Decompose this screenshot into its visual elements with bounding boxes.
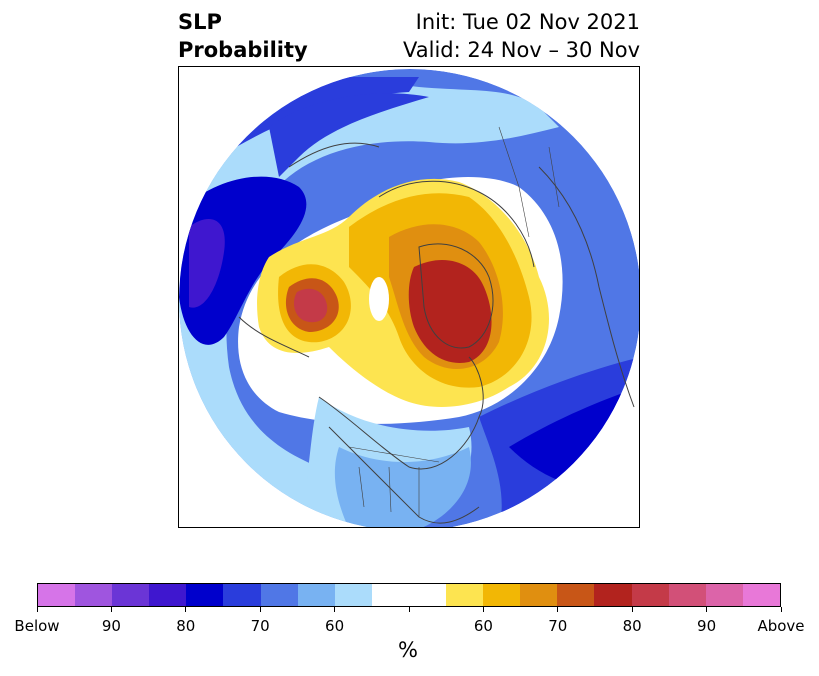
colorbar-tick (36, 607, 38, 612)
colorbar-tick (780, 607, 782, 612)
colorbar-cell (668, 584, 706, 606)
colorbar-unit: % (398, 638, 418, 662)
field-core-pacific (189, 219, 225, 308)
colorbar-tick (706, 607, 708, 612)
colorbar-cell (742, 584, 780, 606)
colorbar-cell (38, 584, 76, 606)
colorbar-cell (112, 584, 150, 606)
colorbar-tick-label: 80 (176, 617, 196, 635)
colorbar-cell (260, 584, 298, 606)
map-panel (178, 66, 640, 528)
colorbar-cell (75, 584, 113, 606)
colorbar-cell (705, 584, 743, 606)
colorbar-cell (223, 584, 261, 606)
colorbar-tick (259, 607, 261, 612)
colorbar-tick (185, 607, 187, 612)
field-pink-core (293, 288, 328, 323)
colorbar-tick-label: 60 (473, 617, 493, 635)
colorbar-tick (557, 607, 559, 612)
colorbar-cell (334, 584, 372, 606)
colorbar-tick-label: Above (757, 617, 805, 635)
shaded-field (179, 69, 639, 527)
chart-title: SLP Probability (178, 8, 308, 64)
valid-range: Valid: 24 Nov – 30 Nov (403, 38, 640, 62)
field-deep-blue-pacific (179, 176, 307, 345)
colorbar-cell (631, 584, 669, 606)
colorbar-cell (557, 584, 595, 606)
colorbar-tick-label: 70 (250, 617, 270, 635)
colorbar-cell (594, 584, 632, 606)
coastlines (238, 142, 635, 524)
colorbar-cell (371, 584, 409, 606)
colorbar-tick (110, 607, 112, 612)
borders (348, 126, 560, 517)
colorbar-tick-label: 70 (548, 617, 568, 635)
colorbar-tick (631, 607, 633, 612)
colorbar-cell (186, 584, 224, 606)
colorbar-tick (482, 607, 484, 612)
probability-map (179, 69, 639, 527)
colorbar-tick (334, 607, 336, 612)
colorbar-tick-label: 80 (622, 617, 642, 635)
colorbar-cell (446, 584, 484, 606)
colorbar-cell (149, 584, 187, 606)
field-blue-alaska (269, 93, 429, 177)
colorbar-tick (408, 607, 410, 612)
title-line-1: SLP (178, 10, 222, 34)
colorbar-cell (520, 584, 558, 606)
colorbar-tick-label: 90 (101, 617, 121, 635)
colorbar (37, 583, 781, 607)
colorbar-tick-label: Below (14, 617, 60, 635)
colorbar-tick-label: 90 (697, 617, 717, 635)
colorbar-cell (297, 584, 335, 606)
init-valid-block: Init: Tue 02 Nov 2021 Valid: 24 Nov – 30… (403, 8, 640, 64)
field-neutral-gap (369, 277, 389, 321)
colorbar-tick-label: 60 (325, 617, 345, 635)
field-red-core (408, 259, 492, 363)
init-date: Init: Tue 02 Nov 2021 (415, 10, 640, 34)
colorbar-cell (408, 584, 447, 606)
colorbar-cell (483, 584, 521, 606)
title-line-2: Probability (178, 38, 308, 62)
